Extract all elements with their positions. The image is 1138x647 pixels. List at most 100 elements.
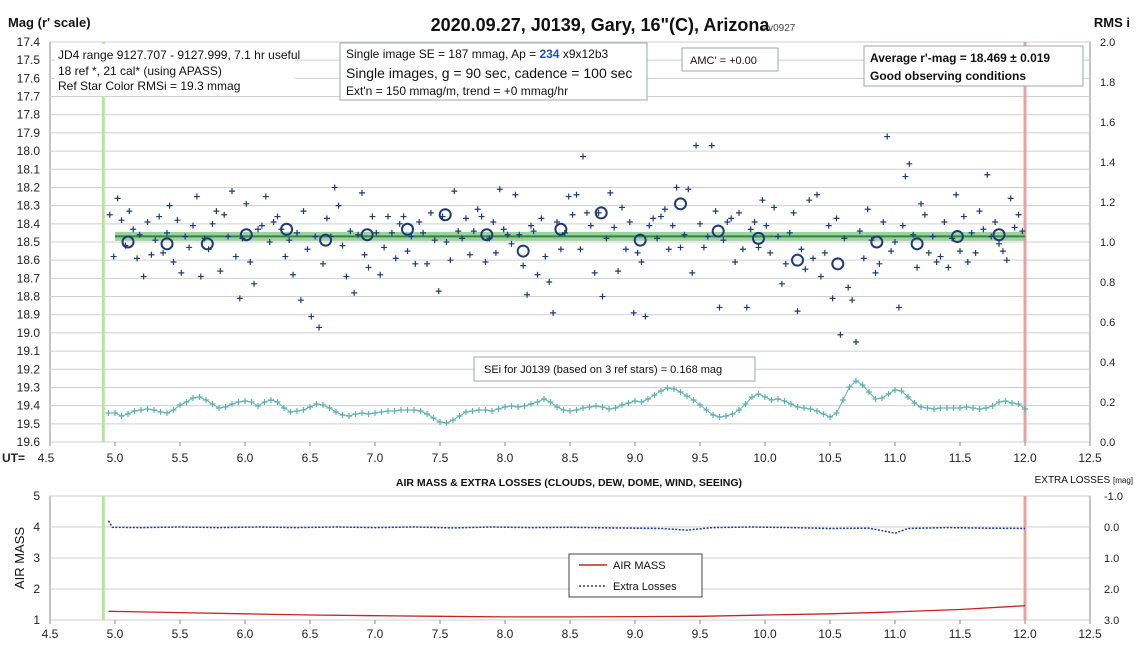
single-image-point — [759, 197, 766, 204]
single-image-point — [638, 259, 645, 265]
single-image-point — [347, 228, 354, 235]
rms-point — [846, 384, 853, 390]
rms-point — [268, 397, 274, 403]
rms-point — [105, 410, 112, 416]
rms-point — [788, 401, 794, 407]
upper-xtick-label: 4.5 — [38, 451, 55, 465]
single-image-point — [661, 206, 668, 213]
single-image-point — [496, 186, 503, 193]
single-image-point — [114, 195, 121, 202]
rms-point — [378, 409, 385, 415]
single-image-point — [665, 246, 672, 253]
info-center-line-1-post: x9x12b3 — [559, 47, 608, 61]
rms-point — [261, 399, 268, 405]
single-image-point — [504, 231, 511, 238]
lower-ylabel-left: AIR MASS — [12, 527, 27, 589]
single-image-point — [626, 219, 633, 225]
rms-point — [775, 396, 781, 402]
single-image-point — [1019, 228, 1026, 235]
single-image-point — [650, 215, 657, 222]
single-image-point — [524, 291, 531, 298]
single-image-point — [156, 213, 163, 220]
single-image-point — [512, 191, 519, 198]
upper-ytick-right-label: 0.6 — [1100, 317, 1115, 329]
svg-text:Single image SE = 187 mmag, Ap: Single image SE = 187 mmag, Ap = 234 x9x… — [346, 47, 609, 61]
rms-point — [411, 407, 417, 413]
upper-ytick-left-label: 18.7 — [17, 271, 41, 285]
single-image-point — [431, 237, 438, 244]
upper-ytick-left-label: 18.3 — [17, 199, 41, 213]
rms-point — [755, 391, 762, 397]
info-center-line-1-pre: Single image SE = 187 mmag, Ap = — [346, 47, 539, 61]
lower-ytick-left-label: 5 — [33, 489, 40, 503]
rms-point — [781, 398, 788, 404]
rms-point — [768, 397, 775, 403]
single-image-point — [106, 211, 113, 218]
single-image-point — [821, 249, 828, 256]
lower-xtick-label: 4.5 — [42, 627, 59, 641]
single-image-point — [876, 260, 883, 267]
single-image-point — [573, 191, 580, 198]
single-image-point — [221, 211, 228, 218]
single-image-point — [899, 222, 906, 229]
rms-point — [593, 403, 599, 409]
upper-xtick-label: 6.0 — [237, 451, 254, 465]
single-image-point — [197, 273, 204, 280]
rms-point — [534, 399, 541, 405]
info-box-center: Single image SE = 187 mmag, Ap = 234 x9x… — [339, 42, 648, 101]
single-image-point — [516, 231, 523, 238]
upper-ytick-left-label: 18.5 — [17, 235, 41, 249]
single-image-point — [619, 204, 625, 211]
rms-point — [931, 406, 937, 412]
single-image-point — [1007, 195, 1014, 202]
single-image-point — [611, 224, 618, 231]
rms-point — [736, 407, 742, 413]
single-image-point — [884, 133, 891, 140]
single-image-point — [546, 279, 553, 285]
rms-point — [567, 408, 573, 414]
single-image-point — [282, 253, 289, 260]
single-image-point — [396, 220, 403, 227]
single-image-point — [247, 259, 254, 265]
rms-point — [229, 401, 235, 407]
single-image-point — [856, 228, 863, 235]
upper-ytick-left-label: 19.5 — [17, 417, 41, 431]
single-image-point — [490, 219, 497, 225]
single-image-point — [980, 226, 987, 233]
single-image-point — [689, 269, 696, 276]
single-image-point — [492, 249, 499, 256]
rms-point — [918, 404, 924, 410]
rms-point — [437, 419, 443, 425]
average-point — [360, 228, 374, 242]
single-image-point — [833, 215, 840, 222]
average-point — [711, 224, 725, 238]
average-point — [319, 233, 333, 247]
single-image-point — [577, 246, 584, 253]
single-image-point — [297, 297, 304, 304]
lower-xtick-label: 8.5 — [562, 627, 579, 641]
rms-point — [801, 405, 807, 411]
rms-point — [495, 406, 502, 412]
single-image-point — [860, 255, 867, 262]
single-image-point — [984, 171, 991, 178]
single-image-point — [359, 189, 365, 196]
upper-ytick-left-label: 18.9 — [17, 308, 41, 322]
single-image-point — [270, 219, 277, 225]
single-image-point — [316, 324, 323, 331]
single-image-point — [335, 202, 342, 209]
legend-airmass-label: AIR MASS — [613, 560, 666, 572]
svg-text:EXTRA LOSSES [mag]: EXTRA LOSSES [mag] — [1035, 475, 1133, 486]
single-image-point — [404, 248, 411, 255]
single-image-point — [591, 269, 598, 276]
single-image-point — [864, 206, 871, 213]
rms-point — [183, 399, 190, 405]
single-image-point — [377, 271, 384, 278]
rms-point — [645, 396, 651, 402]
upper-xlabel: UT= — [2, 451, 25, 465]
single-image-point — [466, 251, 473, 258]
single-image-point — [550, 309, 557, 316]
upper-ytick-left-label: 17.8 — [17, 108, 41, 122]
rms-point — [456, 413, 463, 419]
single-image-point — [355, 231, 362, 238]
single-image-point — [236, 295, 243, 302]
